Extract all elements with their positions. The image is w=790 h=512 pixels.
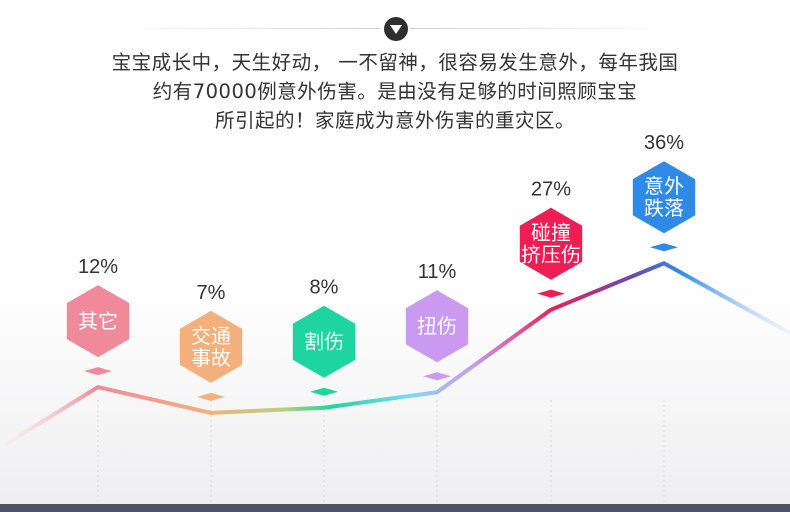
value-label: 36%: [644, 132, 684, 154]
value-label: 7%: [197, 282, 226, 304]
point-marker: [197, 392, 225, 401]
point-marker: [650, 243, 678, 252]
value-label: 8%: [310, 277, 339, 299]
value-label: 27%: [531, 179, 571, 201]
category-label: 挤压伤: [521, 243, 581, 267]
category-label: 割伤: [304, 330, 344, 354]
point-marker: [84, 367, 112, 376]
category-label: 其它: [78, 309, 118, 333]
category-label: 扭伤: [417, 314, 457, 338]
value-label: 12%: [78, 256, 118, 278]
point-marker: [537, 289, 565, 298]
divider-right: [410, 28, 670, 29]
category-hexagon: [632, 161, 696, 234]
chevron-down-icon[interactable]: [384, 17, 408, 41]
category-label: 跌落: [644, 196, 684, 220]
category-label: 意外: [644, 174, 684, 198]
point-marker: [310, 387, 338, 396]
intro-line: 所引起的！家庭成为意外伤害的重灾区。: [214, 109, 575, 132]
value-label: 11%: [418, 261, 457, 283]
category-hexagon: [519, 207, 583, 280]
intro-text: 宝宝成长中，天生好动， 一不留神，很容易发生意外，每年我国 约有70000例意外…: [40, 48, 750, 135]
category-hexagon: [179, 310, 243, 383]
category-hexagon: [405, 290, 469, 363]
category-label: 碰撞: [531, 221, 571, 245]
series-line: [4, 261, 790, 446]
category-label: 交通: [191, 324, 231, 348]
point-marker: [423, 372, 451, 381]
intro-line: 约有70000例意外伤害。是由没有足够的时间照顾宝宝: [152, 80, 638, 103]
divider-left: [120, 28, 380, 29]
category-hexagon: [66, 285, 130, 358]
category-hexagon: [292, 305, 356, 378]
category-label: 事故: [191, 346, 231, 370]
intro-line: 宝宝成长中，天生好动， 一不留神，很容易发生意外，每年我国: [111, 51, 679, 74]
bottom-bar: [0, 504, 790, 512]
